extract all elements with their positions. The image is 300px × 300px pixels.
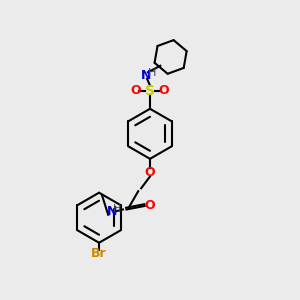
Text: O: O	[145, 166, 155, 178]
Text: O: O	[159, 84, 170, 97]
Text: O: O	[130, 84, 141, 97]
Text: H: H	[148, 68, 156, 78]
Text: Br: Br	[91, 248, 107, 260]
Text: O: O	[144, 200, 155, 212]
Text: S: S	[145, 83, 155, 98]
Text: H: H	[112, 204, 121, 214]
Text: N: N	[107, 205, 118, 218]
Text: N: N	[140, 69, 151, 82]
